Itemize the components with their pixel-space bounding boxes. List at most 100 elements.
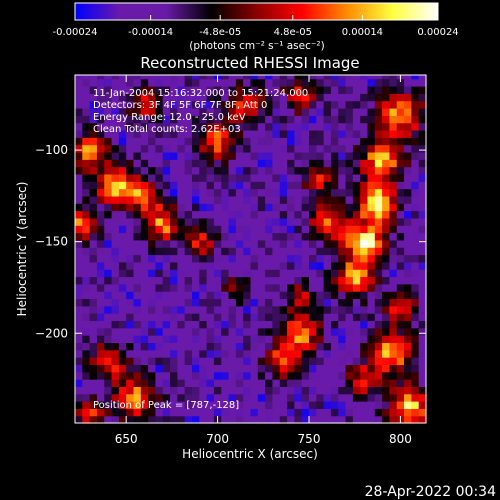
heatmap-cell [75,107,83,116]
heatmap-cell [133,313,142,322]
heatmap-cell [96,320,105,329]
heatmap-cell [323,144,332,153]
heatmap-cell [279,122,288,131]
heatmap-cell [389,254,398,263]
heatmap-cell [404,232,412,241]
heatmap-cell [360,173,369,182]
heatmap-cell [170,349,178,358]
heatmap-cell [162,342,171,351]
heatmap-cell [206,379,215,387]
heatmap-cell [89,327,98,336]
heatmap-cell [279,225,288,234]
heatmap-cell [170,393,178,402]
heatmap-cell [235,379,244,387]
heatmap-cell [162,313,171,322]
annotation-peak: Position of Peak = [787,-128] [93,400,239,411]
heatmap-cell [389,115,398,124]
heatmap-cell [250,181,259,190]
heatmap-cell [330,129,339,138]
heatmap-cell [228,151,237,160]
heatmap-cell [294,415,303,424]
heatmap-cell [352,327,361,336]
heatmap-cell [96,173,105,182]
heatmap-cell [374,269,383,278]
heatmap-cell [279,75,288,80]
heatmap-cell [111,181,120,190]
heatmap-cell [221,115,230,124]
heatmap-cell [287,408,295,417]
heatmap-cell [243,166,252,175]
heatmap-cell [235,408,244,417]
heatmap-cell [118,379,127,387]
heatmap-cell [294,291,303,300]
heatmap-cell [192,313,200,322]
heatmap-cell [177,313,186,322]
heatmap-cell [418,144,427,153]
heatmap-cell [294,217,303,226]
heatmap-cell [199,115,208,124]
heatmap-cell [96,159,105,168]
heatmap-cell [111,276,120,285]
heatmap-cell [228,217,237,226]
heatmap-cell [360,195,369,204]
heatmap-cell [389,291,398,300]
heatmap-cell [104,122,113,131]
heatmap-cell [360,320,369,329]
heatmap-cell [396,188,405,197]
footer-timestamp: 28-Apr-2022 00:34 [365,484,496,500]
heatmap-cell [287,239,295,248]
heatmap-cell [162,371,171,380]
heatmap-cell [213,166,222,175]
heatmap-cell [228,188,237,197]
heatmap-cell [367,144,376,153]
heatmap-cell [352,247,361,256]
heatmap-cell [287,254,295,263]
heatmap-cell [148,298,157,307]
heatmap-cell [330,122,339,131]
heatmap-cell [184,408,193,417]
heatmap-cell [206,159,215,168]
heatmap-cell [140,93,149,102]
heatmap-cell [374,247,383,256]
heatmap-cell [199,210,208,219]
heatmap-cell [360,151,369,160]
heatmap-cell [309,305,317,314]
heatmap-cell [389,78,398,87]
heatmap-cell [418,107,427,116]
heatmap-cell [367,188,376,197]
heatmap-cell [323,386,332,395]
heatmap-cell [272,371,281,380]
heatmap-cell [235,313,244,322]
heatmap-cell [192,349,200,358]
heatmap-cell [89,151,98,160]
heatmap-cell [170,335,178,344]
heatmap-cell [404,217,412,226]
heatmap-cell [82,335,91,344]
heatmap-cell [199,305,208,314]
heatmap-cell [411,239,420,248]
heatmap-cell [257,393,266,402]
heatmap-cell [213,276,222,285]
heatmap-cell [155,408,164,417]
heatmap-cell [104,129,113,138]
heatmap-cell [170,239,178,248]
heatmap-cell [82,379,91,387]
heatmap-cell [155,269,164,278]
heatmap-cell [104,342,113,351]
heatmap-cell [352,408,361,417]
heatmap-cell [396,335,405,344]
heatmap-cell [323,349,332,358]
heatmap-cell [177,349,186,358]
heatmap-cell [309,75,317,80]
heatmap-cell [345,276,354,285]
heatmap-cell [404,93,412,102]
heatmap-cell [265,327,274,336]
heatmap-cell [301,225,310,234]
heatmap-cell [111,386,120,395]
heatmap-cell [323,159,332,168]
heatmap-cell [279,393,288,402]
heatmap-cell [111,173,120,182]
heatmap-cell [294,327,303,336]
heatmap-cell [345,85,354,94]
heatmap-cell [162,327,171,336]
